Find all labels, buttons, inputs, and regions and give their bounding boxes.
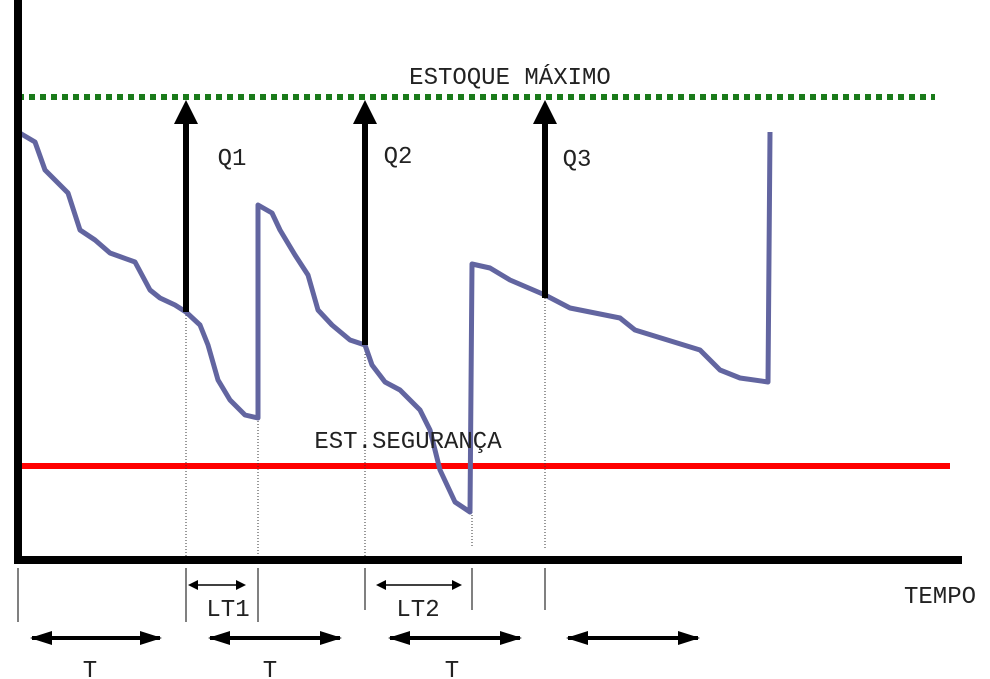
- time-axis-label: TEMPO: [904, 584, 976, 611]
- order-label: Q2: [384, 144, 413, 171]
- order-arrows: [174, 100, 557, 345]
- stock-curve: [16, 129, 773, 515]
- period-ticks: [17, 568, 546, 622]
- period-label: T: [263, 658, 277, 679]
- safety-stock-label: EST.SEGURANÇA: [314, 429, 502, 456]
- lead-time-label: LT2: [396, 597, 439, 624]
- period-label: T: [445, 658, 459, 679]
- order-label: Q3: [563, 147, 592, 174]
- lead-time-label: LT1: [206, 597, 249, 624]
- max-stock-label: ESTOQUE MÁXIMO: [409, 64, 611, 92]
- order-label: Q1: [218, 146, 247, 173]
- period-label: T: [83, 658, 97, 679]
- guide-lines: [185, 298, 546, 560]
